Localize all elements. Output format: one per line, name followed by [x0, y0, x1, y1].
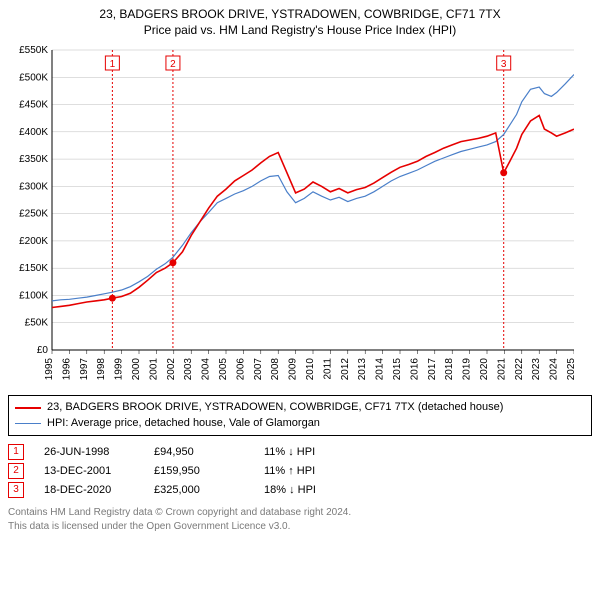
- svg-text:2000: 2000: [131, 358, 142, 381]
- svg-text:2008: 2008: [270, 358, 281, 381]
- svg-text:2025: 2025: [566, 358, 574, 381]
- event-row: 2 13-DEC-2001 £159,950 11% ↑ HPI: [8, 463, 592, 479]
- event-date: 26-JUN-1998: [44, 446, 134, 458]
- svg-text:2021: 2021: [496, 358, 507, 381]
- svg-text:2003: 2003: [183, 358, 194, 381]
- svg-text:£100K: £100K: [19, 291, 48, 302]
- svg-text:2017: 2017: [427, 358, 438, 381]
- svg-text:£200K: £200K: [19, 236, 48, 247]
- svg-text:2016: 2016: [409, 358, 420, 381]
- legend-swatch: [15, 407, 41, 409]
- svg-text:2002: 2002: [166, 358, 177, 381]
- svg-text:2010: 2010: [305, 358, 316, 381]
- svg-text:£50K: £50K: [25, 318, 49, 329]
- svg-text:2009: 2009: [288, 358, 299, 381]
- legend-swatch: [15, 423, 41, 424]
- svg-text:2022: 2022: [514, 358, 525, 381]
- svg-text:2012: 2012: [340, 358, 351, 381]
- footer-line-1: Contains HM Land Registry data © Crown c…: [8, 506, 592, 520]
- svg-text:3: 3: [501, 59, 507, 70]
- event-date: 13-DEC-2001: [44, 465, 134, 477]
- event-pct: 11% ↑ HPI: [264, 465, 354, 477]
- legend-row: HPI: Average price, detached house, Vale…: [15, 416, 585, 431]
- event-date: 18-DEC-2020: [44, 484, 134, 496]
- svg-text:£450K: £450K: [19, 100, 48, 111]
- chart-title: 23, BADGERS BROOK DRIVE, YSTRADOWEN, COW…: [8, 6, 592, 38]
- svg-text:£400K: £400K: [19, 127, 48, 138]
- svg-text:1997: 1997: [79, 358, 90, 381]
- svg-text:2020: 2020: [479, 358, 490, 381]
- svg-text:1998: 1998: [96, 358, 107, 381]
- chart-svg: £0 £50K £100K £150K £200K £250K £300K £350K £400…: [8, 42, 574, 382]
- event-marker: 3: [8, 482, 24, 498]
- svg-text:1996: 1996: [61, 358, 72, 381]
- svg-text:2018: 2018: [444, 358, 455, 381]
- legend-label: 23, BADGERS BROOK DRIVE, YSTRADOWEN, COW…: [47, 400, 503, 415]
- svg-text:2007: 2007: [253, 358, 264, 381]
- svg-text:2006: 2006: [235, 358, 246, 381]
- svg-text:2024: 2024: [549, 358, 560, 381]
- svg-text:2004: 2004: [201, 358, 212, 381]
- svg-text:2014: 2014: [375, 358, 386, 381]
- svg-text:2013: 2013: [357, 358, 368, 381]
- event-marker: 2: [8, 463, 24, 479]
- svg-text:2015: 2015: [392, 358, 403, 381]
- svg-text:£300K: £300K: [19, 182, 48, 193]
- svg-text:2: 2: [170, 59, 176, 70]
- svg-text:£250K: £250K: [19, 209, 48, 220]
- svg-text:£550K: £550K: [19, 45, 48, 56]
- svg-text:2011: 2011: [322, 358, 333, 380]
- event-price: £325,000: [154, 484, 244, 496]
- legend-label: HPI: Average price, detached house, Vale…: [47, 416, 320, 431]
- title-line-1: 23, BADGERS BROOK DRIVE, YSTRADOWEN, COW…: [8, 6, 592, 22]
- event-marker: 1: [8, 444, 24, 460]
- svg-text:2005: 2005: [218, 358, 229, 381]
- svg-text:2019: 2019: [462, 358, 473, 381]
- svg-text:1995: 1995: [44, 358, 55, 381]
- svg-text:£500K: £500K: [19, 73, 48, 84]
- title-line-2: Price paid vs. HM Land Registry's House …: [8, 22, 592, 38]
- event-price: £94,950: [154, 446, 244, 458]
- svg-text:1: 1: [110, 59, 116, 70]
- event-price: £159,950: [154, 465, 244, 477]
- svg-text:2001: 2001: [148, 358, 159, 381]
- footer: Contains HM Land Registry data © Crown c…: [8, 506, 592, 533]
- svg-text:2023: 2023: [531, 358, 542, 381]
- event-pct: 18% ↓ HPI: [264, 484, 354, 496]
- event-row: 1 26-JUN-1998 £94,950 11% ↓ HPI: [8, 444, 592, 460]
- legend-row: 23, BADGERS BROOK DRIVE, YSTRADOWEN, COW…: [15, 400, 585, 415]
- event-row: 3 18-DEC-2020 £325,000 18% ↓ HPI: [8, 482, 592, 498]
- svg-text:£350K: £350K: [19, 154, 48, 165]
- events-table: 1 26-JUN-1998 £94,950 11% ↓ HPI 2 13-DEC-2001…: [8, 444, 592, 498]
- chart-plot: £0 £50K £100K £150K £200K £250K £300K £350K £400…: [8, 42, 592, 387]
- legend: 23, BADGERS BROOK DRIVE, YSTRADOWEN, COW…: [8, 395, 592, 436]
- footer-line-2: This data is licensed under the Open Gov…: [8, 520, 592, 534]
- svg-text:£150K: £150K: [19, 264, 48, 275]
- svg-text:1999: 1999: [114, 358, 125, 381]
- event-pct: 11% ↓ HPI: [264, 446, 354, 458]
- svg-text:£0: £0: [37, 345, 49, 356]
